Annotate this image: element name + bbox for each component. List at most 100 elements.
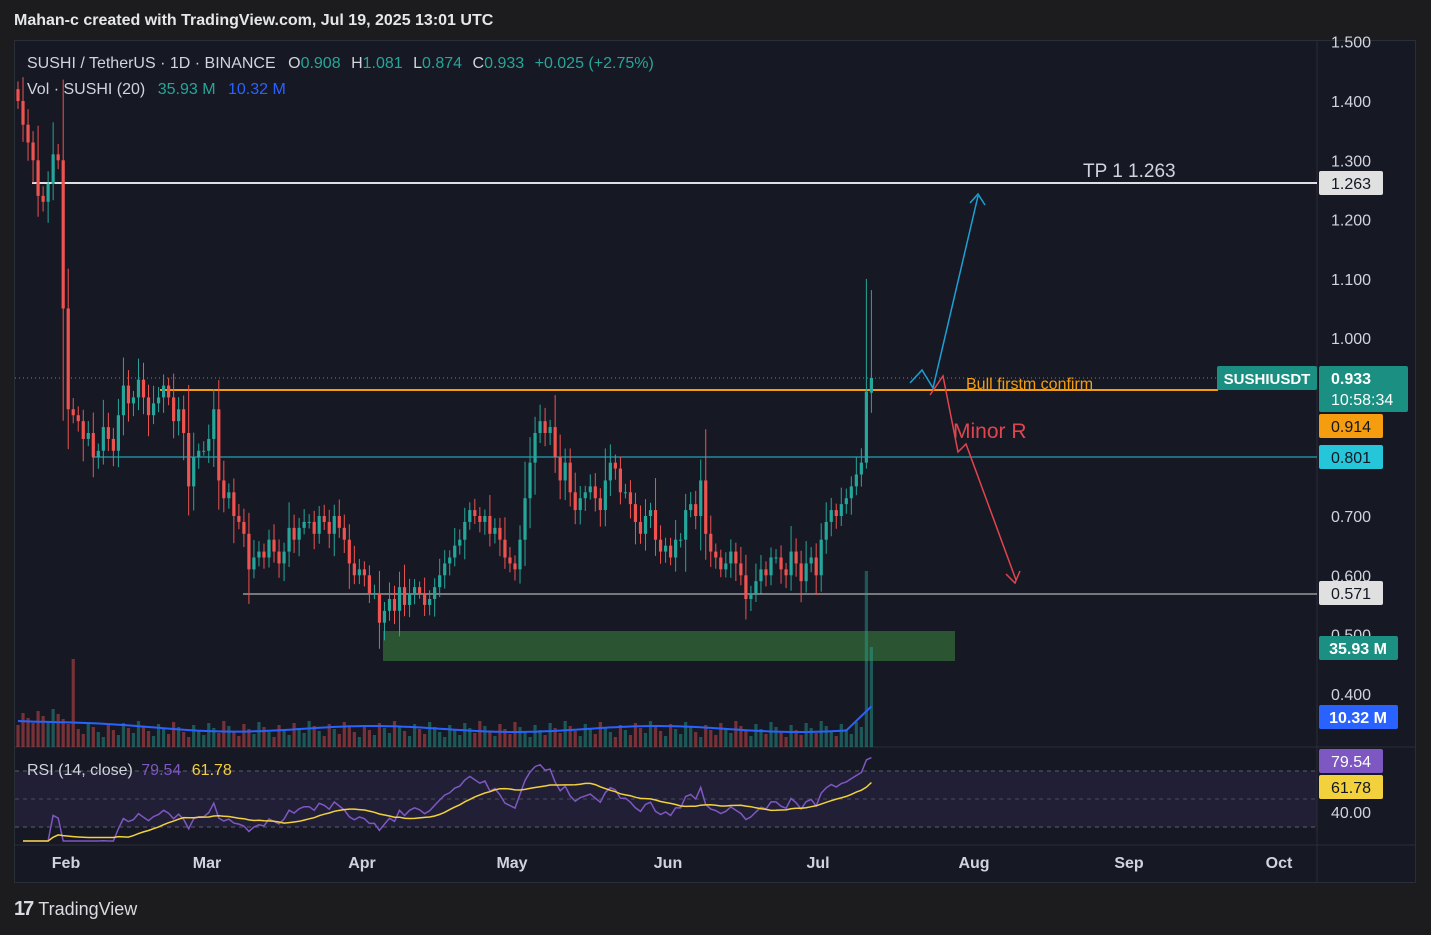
volume-bar: [347, 727, 351, 747]
candle-body: [568, 462, 572, 493]
candle-body: [699, 480, 703, 516]
volume-bar: [197, 730, 201, 747]
volume-bar: [488, 731, 492, 747]
volume-bar: [633, 723, 638, 747]
candle-body: [212, 409, 216, 439]
volume-bar: [608, 732, 612, 747]
candle-body: [709, 533, 713, 552]
rsi-legend[interactable]: RSI (14, close) 79.54 61.78: [27, 762, 232, 780]
volume-bar: [302, 733, 306, 747]
candle-body: [719, 557, 723, 570]
rsi-ma-line: [23, 781, 872, 842]
volume-bar: [528, 737, 532, 747]
candle-body: [669, 545, 673, 558]
bear-projection-path[interactable]: [929, 374, 1017, 581]
bull-annotation[interactable]: Bull firstm confirm: [966, 376, 1093, 393]
candle-body: [613, 462, 617, 469]
volume-bar: [839, 724, 843, 747]
volume-bar: [789, 725, 793, 747]
volume-bar: [106, 725, 110, 747]
candle-body: [372, 593, 377, 595]
volume-indicator-name[interactable]: Vol · SUSHI (20): [27, 81, 146, 98]
rsi-tag: [1319, 749, 1383, 773]
candle-body: [332, 516, 336, 534]
volume-bar: [814, 733, 818, 747]
volume-bar: [16, 725, 20, 747]
volume-bar: [849, 734, 853, 747]
candle-body: [322, 516, 326, 522]
last-price-label: 0.933: [1331, 371, 1371, 388]
volume-bar: [257, 722, 261, 747]
candle-body: [292, 527, 296, 540]
candle-body: [483, 516, 487, 522]
volume-bar: [794, 730, 798, 747]
volume-bar: [46, 721, 50, 747]
volume-bar: [247, 729, 251, 747]
candle-body: [724, 563, 728, 570]
candle-body: [789, 551, 793, 576]
candle-body: [739, 563, 743, 576]
candle-body: [573, 492, 577, 511]
ohlc-legend[interactable]: SUSHI / TetherUS · 1D · BINANCE O0.908 H…: [27, 55, 654, 73]
candle-body: [854, 474, 858, 487]
volume-bar: [362, 725, 366, 747]
candle-body: [448, 557, 452, 564]
symbol-name[interactable]: SUSHI / TetherUS · 1D · BINANCE: [27, 55, 276, 72]
candle-body: [167, 385, 171, 398]
chart-frame[interactable]: [14, 40, 1416, 883]
rsi-indicator-name[interactable]: RSI (14, close): [27, 762, 133, 779]
candle-body: [46, 184, 50, 202]
volume-bar: [242, 724, 246, 747]
volume-legend[interactable]: Vol · SUSHI (20) 35.93 M 10.32 M: [27, 81, 286, 99]
volume-bar: [724, 728, 728, 747]
candle-body: [202, 450, 206, 452]
volume-bar: [41, 716, 45, 747]
candle-body: [824, 521, 828, 540]
volume-bar: [643, 733, 648, 747]
minor-r-annotation[interactable]: Minor R: [953, 420, 1027, 443]
candle-body: [814, 557, 818, 576]
volume-bar: [101, 737, 105, 747]
tradingview-logo-icon: 17: [14, 898, 34, 920]
volume-bar: [56, 714, 60, 747]
volume-bar: [844, 729, 848, 747]
candle-body: [658, 539, 663, 552]
rsi-price-label: 79.54: [1331, 754, 1371, 771]
rsi-ma-legend-value: 61.78: [191, 762, 232, 779]
candle-body: [478, 516, 482, 522]
demand-zone[interactable]: [383, 631, 955, 661]
high-value: 1.081: [362, 55, 403, 72]
candle-body: [463, 521, 467, 540]
candle-body: [869, 377, 873, 393]
volume-bar: [739, 726, 743, 747]
candle-body: [588, 486, 592, 493]
volume-bar: [694, 732, 698, 747]
candle-body: [648, 510, 653, 516]
volume-bar: [483, 726, 487, 747]
volume-bar: [407, 736, 412, 747]
bull-projection-path[interactable]: [909, 195, 979, 390]
candle-body: [197, 450, 201, 457]
volume-bar: [116, 735, 120, 747]
time-axis[interactable]: Feb Mar Apr May Jun Jul Aug Sep Oct: [52, 855, 1293, 872]
volume-bar: [809, 728, 813, 747]
rsi-ma-tag: [1319, 775, 1383, 799]
candle-body: [598, 498, 602, 511]
candle-body: [317, 516, 321, 534]
candle-body: [633, 504, 638, 522]
candle-body: [172, 397, 176, 422]
y-tick-label: 1.200: [1331, 213, 1371, 230]
y-tick-label: 1.300: [1331, 153, 1371, 170]
cyan-price-label: 0.801: [1331, 450, 1371, 467]
footer[interactable]: 17 TradingView: [14, 898, 137, 921]
tp-annotation[interactable]: TP 1 1.263: [1083, 161, 1176, 182]
volume-bar: [784, 737, 788, 747]
tp-price-label: 1.263: [1331, 176, 1371, 193]
volume-bar: [212, 728, 216, 747]
candle-body: [327, 521, 331, 534]
volume-bar: [588, 729, 592, 747]
price-axis[interactable]: 1.5001.4001.3001.2001.1001.0000.7000.600…: [1331, 35, 1371, 704]
volume-bar: [332, 729, 336, 747]
volume-bar: [573, 731, 577, 747]
